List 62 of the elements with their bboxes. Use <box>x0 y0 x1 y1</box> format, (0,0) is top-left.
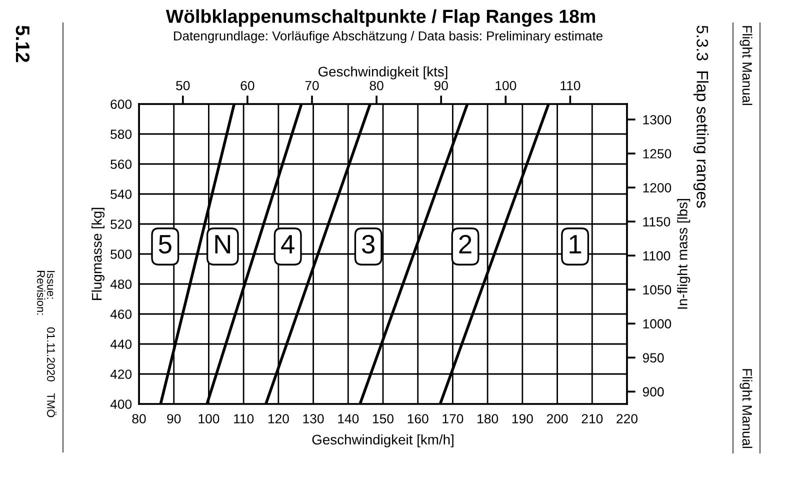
text: 01.11.2020 <box>47 327 55 382</box>
annotation: N <box>215 235 230 254</box>
y2-tick-label: 1200 <box>643 183 672 192</box>
y2-tick-label: 1150 <box>643 217 670 226</box>
x2-tick-label: 110 <box>560 80 580 90</box>
x-tick-label: 180 <box>478 414 498 424</box>
x2-tick-label: 50 <box>176 80 190 90</box>
chart-subtitle: Datengrundlage: Vorläufige Abschätzung / Data basis: Preliminary estimate <box>174 30 602 44</box>
y2-tick-label: 1050 <box>643 285 672 294</box>
y-tick-label: 560 <box>110 160 132 169</box>
x-tick-label: 90 <box>167 414 181 424</box>
annotation: 5 <box>158 235 172 254</box>
text: 5.3.3 Flap setting ranges <box>693 26 709 208</box>
text: 5.12 <box>16 26 30 62</box>
y2-tick-label: 1300 <box>643 115 672 124</box>
x2-tick-label: 60 <box>240 80 254 90</box>
text: TMÖ <box>47 393 56 418</box>
x-tick-label: 120 <box>268 414 289 424</box>
y-tick-label: 480 <box>110 280 132 289</box>
x-tick-label: 110 <box>234 414 254 424</box>
x-axis-title: Geschwindigkeit [km/h] <box>312 434 454 448</box>
y2-tick-label: 900 <box>642 387 664 397</box>
x-tick-label: 100 <box>198 414 220 424</box>
y-tick-label: 580 <box>110 130 132 139</box>
x2-tick-label: 90 <box>434 80 448 90</box>
y2-tick-label: 1000 <box>643 319 672 329</box>
x-tick-label: 80 <box>132 414 146 424</box>
x2-tick-label: 100 <box>496 80 516 90</box>
y-axis-title: Flugmasse [kg] <box>92 208 104 300</box>
x-tick-label: 140 <box>338 414 359 424</box>
y2-tick-label: 950 <box>642 353 664 363</box>
y-tick-label: 440 <box>110 340 132 349</box>
y-tick-label: 540 <box>110 190 132 199</box>
y-tick-label: 400 <box>110 400 132 409</box>
y-tick-label: 500 <box>110 250 132 259</box>
chart-title: Wölbklappenumschaltpunkte / Flap Ranges 18m <box>166 9 595 27</box>
x-tick-label: 170 <box>442 414 464 424</box>
text: Issue: <box>47 271 55 299</box>
x-tick-label: 160 <box>408 414 428 424</box>
y-tick-label: 460 <box>110 310 132 319</box>
x-tick-label: 210 <box>582 414 603 424</box>
text: Revision: <box>37 270 46 315</box>
text: Flight Manual <box>740 369 752 448</box>
x2-axis-title: Geschwindigkeit [kts] <box>318 66 448 80</box>
y-tick-label: 420 <box>110 370 132 379</box>
x-tick-label: 150 <box>373 414 394 424</box>
x-tick-label: 220 <box>616 414 638 424</box>
annotation: 4 <box>281 235 294 254</box>
annotation: 1 <box>570 235 582 254</box>
y2-tick-label: 1250 <box>643 149 672 158</box>
y-tick-label: 600 <box>110 100 132 109</box>
annotation: 3 <box>362 234 375 254</box>
y-tick-label: 520 <box>110 220 132 229</box>
annotation: 2 <box>459 234 472 254</box>
y2-tick-label: 1100 <box>643 251 670 260</box>
x2-tick-label: 70 <box>305 80 319 90</box>
x-tick-label: 200 <box>546 414 568 424</box>
x-tick-label: 190 <box>512 414 533 424</box>
y2-axis-title: In-flight mass [lbs] <box>677 199 690 309</box>
x2-tick-label: 80 <box>370 80 384 90</box>
x-tick-label: 130 <box>303 414 324 424</box>
text: Flight Manual <box>740 26 752 105</box>
